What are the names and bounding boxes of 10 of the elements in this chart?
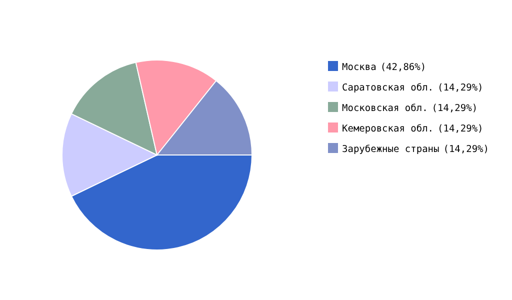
data-label: (14,29%): [438, 124, 484, 134]
legend-label: Зарубежные страны: [342, 144, 440, 155]
legend-label: Московская обл.: [342, 103, 428, 114]
data-label: (42,86%): [380, 62, 426, 73]
data-label: (14,29%): [438, 82, 484, 94]
legend-label: Кемеровская обл.: [342, 124, 434, 134]
legend-label: Саратовская обл.: [342, 82, 434, 94]
data-label: (14,29%): [443, 144, 489, 155]
data-label: (14,29%): [432, 103, 478, 114]
legend-label: Москва: [342, 62, 376, 73]
